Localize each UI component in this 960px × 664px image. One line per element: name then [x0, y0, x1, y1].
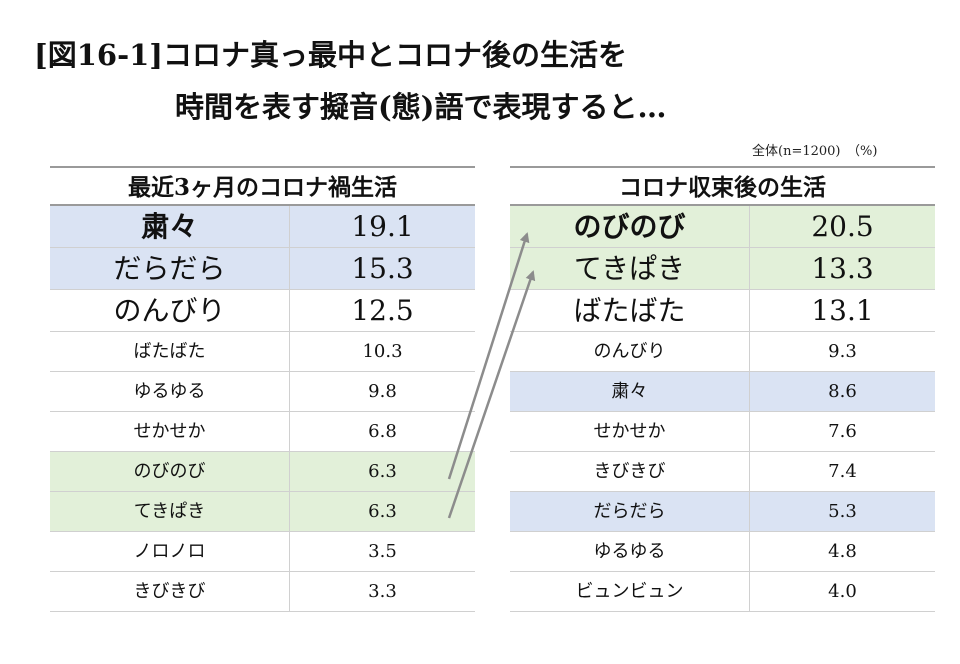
- table-row: のびのび 6.3: [50, 452, 475, 492]
- table-row: ビュンビュン 4.0: [510, 572, 935, 612]
- title-line-2: 時間を表す擬音(態)語で表現すると…: [175, 90, 667, 124]
- row-label: きびきび: [510, 452, 750, 491]
- table-row: 粛々 19.1: [50, 206, 475, 248]
- row-label: だらだら: [50, 248, 290, 289]
- table-row: きびきび 3.3: [50, 572, 475, 612]
- row-value: 13.1: [811, 294, 874, 327]
- row-value: 7.4: [828, 461, 857, 482]
- table-row: だらだら 5.3: [510, 492, 935, 532]
- table-row: ゆるゆる 9.8: [50, 372, 475, 412]
- row-label: てきぱき: [510, 248, 750, 289]
- table-row: のんびり 9.3: [510, 332, 935, 372]
- table-rows: のびのび 20.5 てきぱき 13.3 ばたばた 13.1 のんびり 9.3 粛々 8.6 せかせか…: [510, 206, 935, 612]
- row-label: てきぱき: [50, 492, 290, 531]
- table-row: 粛々 8.6: [510, 372, 935, 412]
- row-label: ばたばた: [50, 332, 290, 371]
- row-label: 粛々: [50, 206, 290, 247]
- table-row: ゆるゆる 4.8: [510, 532, 935, 572]
- row-value: 9.3: [828, 341, 857, 362]
- table-row: のんびり 12.5: [50, 290, 475, 332]
- row-value: 3.5: [368, 541, 397, 562]
- table-row: ばたばた 10.3: [50, 332, 475, 372]
- row-value: 6.8: [368, 421, 397, 442]
- table-row: せかせか 6.8: [50, 412, 475, 452]
- row-label: だらだら: [510, 492, 750, 531]
- row-value: 10.3: [362, 341, 403, 362]
- row-value: 20.5: [811, 210, 874, 243]
- row-label: せかせか: [50, 412, 290, 451]
- row-value: 15.3: [351, 252, 414, 285]
- row-value: 19.1: [351, 210, 414, 243]
- row-value: 5.3: [828, 501, 857, 522]
- row-value: 4.8: [828, 541, 857, 562]
- table-row: せかせか 7.6: [510, 412, 935, 452]
- row-value: 6.3: [368, 461, 397, 482]
- row-value: 6.3: [368, 501, 397, 522]
- row-label: ビュンビュン: [510, 572, 750, 611]
- row-value: 9.8: [368, 381, 397, 402]
- table-title: 最近3ヶ月のコロナ禍生活: [50, 166, 475, 206]
- table-row: だらだら 15.3: [50, 248, 475, 290]
- row-label: せかせか: [510, 412, 750, 451]
- row-value: 3.3: [368, 581, 397, 602]
- row-label: のんびり: [50, 290, 290, 331]
- table-rows: 粛々 19.1 だらだら 15.3 のんびり 12.5 ばたばた 10.3 ゆるゆる 9.8 せかせ…: [50, 206, 475, 612]
- row-value: 7.6: [828, 421, 857, 442]
- row-label: ばたばた: [510, 290, 750, 331]
- row-label: のびのび: [50, 452, 290, 491]
- row-value: 8.6: [828, 381, 857, 402]
- row-value: 12.5: [351, 294, 414, 327]
- table-row: てきぱき 13.3: [510, 248, 935, 290]
- row-label: ノロノロ: [50, 532, 290, 571]
- row-label: のんびり: [510, 332, 750, 371]
- row-label: ゆるゆる: [50, 372, 290, 411]
- row-label: のびのび: [510, 206, 750, 247]
- table-row: ばたばた 13.1: [510, 290, 935, 332]
- row-label: 粛々: [510, 372, 750, 411]
- table-after-corona: コロナ収束後の生活 のびのび 20.5 てきぱき 13.3 ばたばた 13.1 のんびり 9.…: [510, 166, 935, 612]
- row-value: 4.0: [828, 581, 857, 602]
- table-row: ノロノロ 3.5: [50, 532, 475, 572]
- row-value: 13.3: [811, 252, 874, 285]
- table-title: コロナ収束後の生活: [510, 166, 935, 206]
- table-row: てきぱき 6.3: [50, 492, 475, 532]
- sample-note: 全体(n=1200) （%): [752, 144, 878, 159]
- row-label: きびきび: [50, 572, 290, 611]
- title-line-1: [図16-1]コロナ真っ最中とコロナ後の生活を: [34, 38, 628, 72]
- table-row: のびのび 20.5: [510, 206, 935, 248]
- table-row: きびきび 7.4: [510, 452, 935, 492]
- table-recent-3-months: 最近3ヶ月のコロナ禍生活 粛々 19.1 だらだら 15.3 のんびり 12.5 ばたばた 1…: [50, 166, 475, 612]
- row-label: ゆるゆる: [510, 532, 750, 571]
